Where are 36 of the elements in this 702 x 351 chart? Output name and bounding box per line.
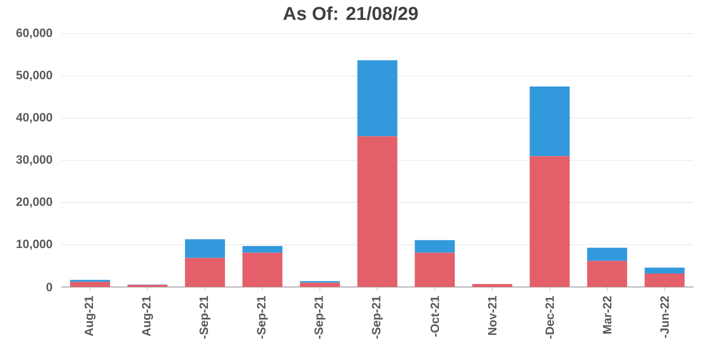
x-tick-label: Aug-21 <box>84 296 96 336</box>
y-tick-label: 60,000 <box>16 28 52 39</box>
bar <box>587 260 628 287</box>
bar <box>70 282 110 287</box>
y-tick-label: 20,000 <box>16 197 52 208</box>
x-tick-label: -Sep-21 <box>200 296 210 339</box>
y-tick-label: 40,000 <box>16 112 52 124</box>
x-tick-label: Mar-22 <box>602 296 612 334</box>
bar <box>414 252 455 287</box>
y-tick-label: 0 <box>46 282 52 292</box>
bar <box>184 239 225 258</box>
bar <box>644 273 685 287</box>
bar <box>530 156 570 287</box>
x-tick-label: Aug-21 <box>142 296 153 336</box>
x-tick-label: -Jun-22 <box>660 296 669 338</box>
bar <box>357 136 398 287</box>
bar <box>587 248 628 261</box>
y-tick-label: 30,000 <box>16 155 52 166</box>
bar <box>530 86 570 156</box>
bar <box>300 282 340 287</box>
bar <box>472 284 512 287</box>
bar <box>242 246 282 253</box>
chart-title: As Of: 21/08/29 <box>283 6 418 20</box>
x-tick-label: -Sep-21 <box>372 296 383 339</box>
x-tick-label: -Sep-21 <box>256 296 268 339</box>
x-tick-label: -Oct-21 <box>430 296 440 337</box>
bar <box>242 252 282 287</box>
bar <box>644 268 685 274</box>
bar <box>357 60 398 136</box>
x-tick-label: -Dec-21 <box>545 296 554 339</box>
bar <box>414 240 455 253</box>
x-tick-label: -Sep-21 <box>314 296 326 339</box>
x-tick-label: Nov-21 <box>488 296 497 335</box>
y-tick-label: 50,000 <box>16 70 52 82</box>
y-tick-label: 10,000 <box>16 240 52 250</box>
bar <box>184 258 225 287</box>
